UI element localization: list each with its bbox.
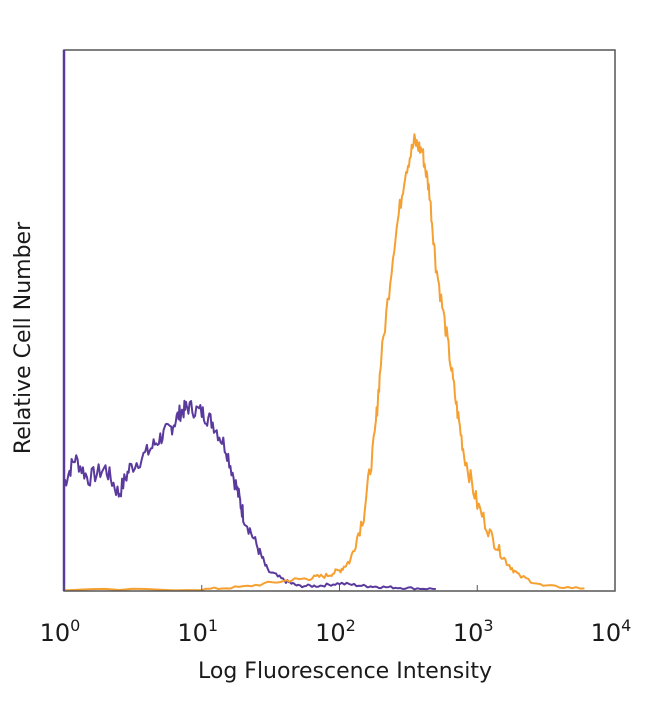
x-axis-ticks: 100 101 102 103 104	[40, 585, 632, 647]
x-tick-label-4: 104	[591, 616, 632, 647]
x-tick-label-2: 102	[315, 616, 356, 647]
plot-series-group	[63, 133, 585, 592]
x-tick-label-1: 101	[177, 616, 218, 647]
series-line-0	[63, 399, 436, 591]
y-axis-title: Relative Cell Number	[11, 221, 36, 454]
plot-frame	[63, 49, 616, 592]
series-line-1	[63, 133, 585, 592]
x-axis-title: Log Fluorescence Intensity	[198, 659, 492, 684]
x-tick-label-0: 100	[40, 616, 81, 647]
x-tick-label-3: 103	[453, 616, 494, 647]
